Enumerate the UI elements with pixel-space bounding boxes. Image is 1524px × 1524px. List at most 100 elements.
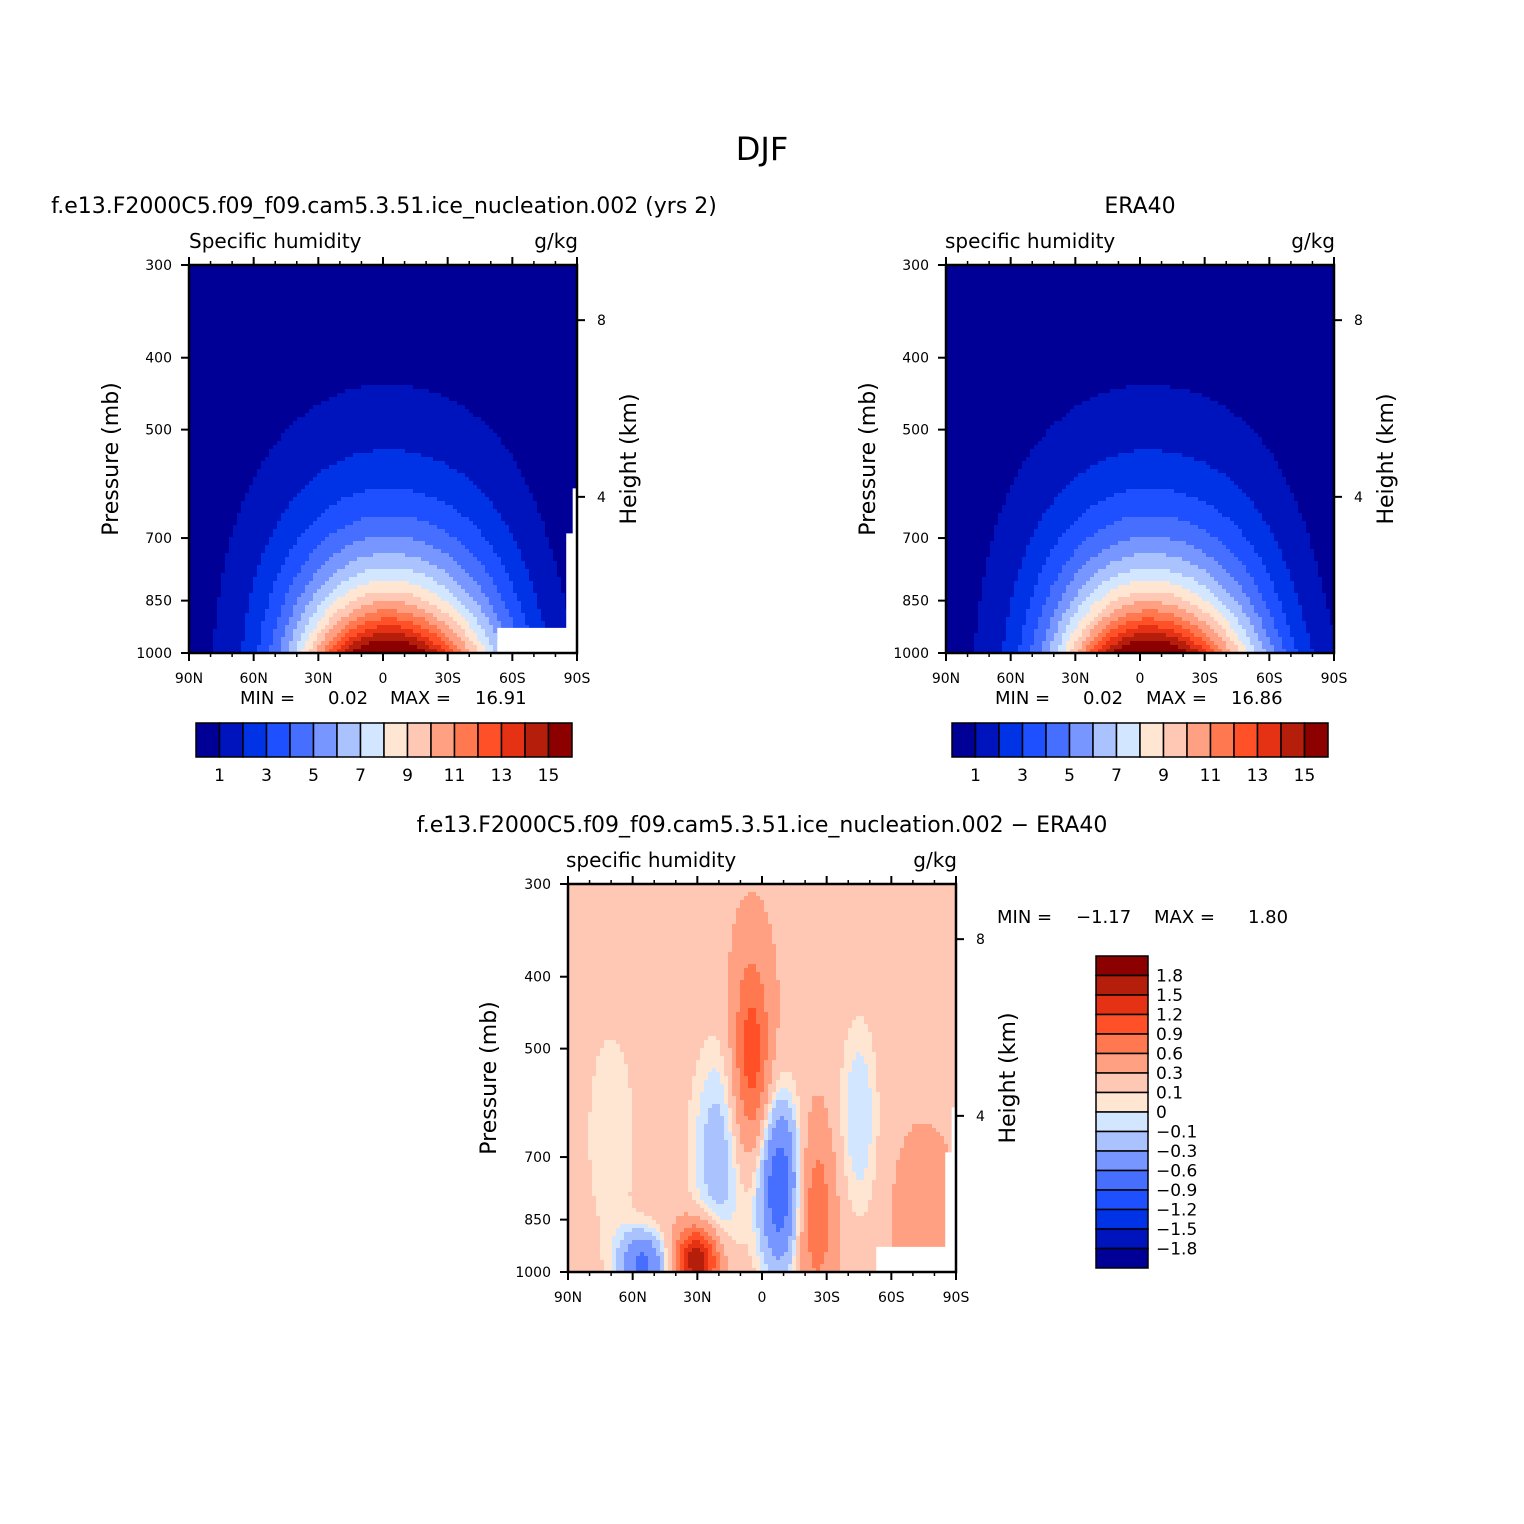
model-contour-cell <box>221 425 226 430</box>
model-contour-cell <box>493 417 498 422</box>
model-contour-cell <box>189 377 194 382</box>
model-contour-cell <box>485 349 490 354</box>
model-contour-cell <box>245 369 250 374</box>
model-contour-cell <box>501 381 506 386</box>
model-contour-cell <box>521 413 526 418</box>
model-contour-cell <box>545 405 550 410</box>
model-contour-cell <box>337 281 342 286</box>
model-contour-cell <box>361 281 366 286</box>
model-contour-cell <box>301 417 306 422</box>
model-contour-cell <box>437 333 442 338</box>
model-contour-cell <box>449 457 454 462</box>
model-contour-cell <box>257 409 262 414</box>
model-contour-cell <box>537 265 542 270</box>
model-contour-cell <box>373 421 378 426</box>
model-contour-cell <box>413 453 418 458</box>
model-contour-cell <box>249 421 254 426</box>
model-contour-cell <box>545 337 550 342</box>
model-contour-cell <box>529 369 534 374</box>
model-contour-cell <box>285 445 290 450</box>
model-contour-cell <box>357 393 362 398</box>
model-contour-cell <box>417 301 422 306</box>
model-contour-cell <box>193 329 198 334</box>
model-contour-cell <box>201 353 206 358</box>
model-contour-cell <box>409 297 414 302</box>
model-contour-cell <box>565 297 570 302</box>
model-contour-cell <box>313 361 318 366</box>
model-contour-cell <box>573 281 578 286</box>
model-contour-cell <box>221 405 226 410</box>
model-contour-cell <box>213 385 218 390</box>
model-contour-cell <box>225 453 230 458</box>
model-contour-cell <box>265 421 270 426</box>
model-contour-cell <box>189 273 194 278</box>
model-contour-cell <box>509 465 514 470</box>
model-contour-cell <box>477 365 482 370</box>
model-contour-cell <box>221 317 226 322</box>
model-contour-cell <box>317 457 322 462</box>
model-contour-cell <box>289 285 294 290</box>
model-contour-cell <box>189 305 194 310</box>
model-contour-cell <box>521 393 526 398</box>
model-contour-cell <box>377 405 382 410</box>
model-contour-cell <box>373 333 378 338</box>
model-contour-cell <box>201 293 206 298</box>
model-contour-cell <box>289 349 294 354</box>
model-contour-cell <box>485 265 490 270</box>
model-contour-cell <box>437 301 442 306</box>
model-contour-cell <box>245 377 250 382</box>
model-contour-cell <box>321 373 326 378</box>
model-contour-cell <box>321 289 326 294</box>
model-contour-cell <box>477 333 482 338</box>
model-contour-cell <box>553 401 558 406</box>
model-contour-cell <box>189 277 194 282</box>
model-contour-cell <box>289 369 294 374</box>
model-contour-cell <box>437 409 442 414</box>
model-contour-cell <box>333 429 338 434</box>
model-contour-cell <box>397 433 402 438</box>
model-contour-cell <box>541 437 546 442</box>
model-contour-cell <box>409 405 414 410</box>
model-contour-cell <box>201 457 206 462</box>
model-contour-cell <box>557 373 562 378</box>
model-contour-cell <box>553 365 558 370</box>
model-contour-cell <box>305 353 310 358</box>
model-contour-cell <box>441 329 446 334</box>
model-contour-cell <box>377 425 382 430</box>
model-contour-cell <box>253 357 258 362</box>
model-contour-cell <box>477 425 482 430</box>
model-contour-cell <box>513 361 518 366</box>
model-contour-cell <box>189 293 194 298</box>
model-contour-cell <box>513 421 518 426</box>
model-contour-cell <box>289 277 294 282</box>
model-contour-cell <box>425 353 430 358</box>
model-contour-cell <box>313 381 318 386</box>
model-contour-cell <box>501 429 506 434</box>
model-contour-cell <box>245 289 250 294</box>
model-contour-cell <box>193 453 198 458</box>
model-contour-cell <box>261 433 266 438</box>
model-contour-cell <box>537 461 542 466</box>
model-contour-cell <box>537 293 542 298</box>
model-contour-cell <box>241 353 246 358</box>
model-contour-cell <box>213 329 218 334</box>
model-contour-cell <box>321 341 326 346</box>
model-contour-cell <box>193 385 198 390</box>
model-contour-cell <box>433 345 438 350</box>
model-contour-cell <box>477 433 482 438</box>
model-contour-cell <box>433 461 438 466</box>
model-contour-cell <box>237 453 242 458</box>
model-contour-cell <box>353 301 358 306</box>
model-contour-cell <box>305 381 310 386</box>
model-contour-cell <box>557 421 562 426</box>
model-contour-cell <box>329 465 334 470</box>
model-contour-cell <box>281 449 286 454</box>
model-contour-cell <box>285 281 290 286</box>
model-contour-cell <box>537 337 542 342</box>
model-contour-cell <box>393 441 398 446</box>
model-contour-cell <box>269 281 274 286</box>
model-contour-cell <box>509 369 514 374</box>
model-contour-cell <box>205 413 210 418</box>
model-contour-cell <box>517 329 522 334</box>
model-contour-cell <box>329 357 334 362</box>
